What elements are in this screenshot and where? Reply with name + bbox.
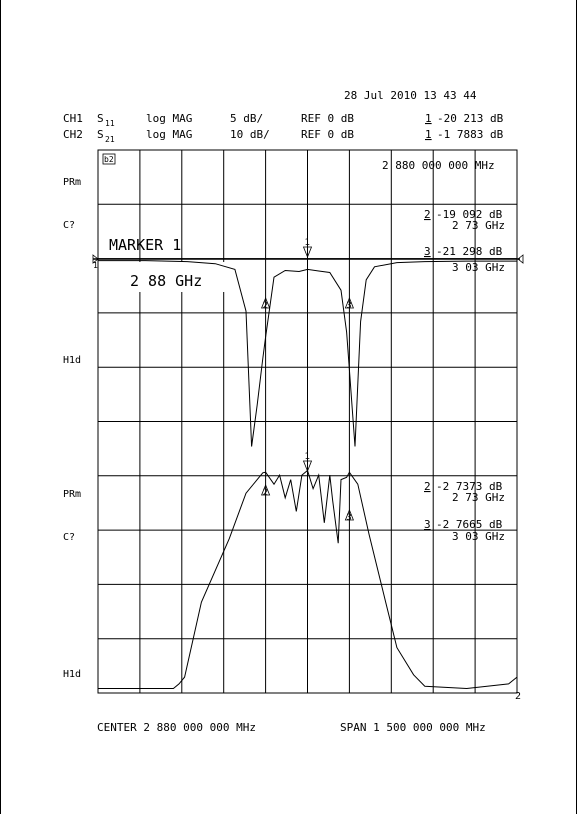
ch1-marker2-num: 2 bbox=[424, 208, 431, 221]
marker-triangle-icon bbox=[302, 246, 313, 259]
ref-arrow-right-icon bbox=[517, 254, 524, 264]
marker-number: 3 bbox=[346, 513, 351, 523]
center-frequency: CENTER 2 880 000 000 MHz bbox=[97, 721, 256, 734]
ch2-marker3-freq: 3 03 GHz bbox=[452, 530, 505, 543]
side-label-c-1: C? bbox=[63, 220, 75, 231]
ch1-marker-value: -20 213 dB bbox=[437, 112, 504, 125]
span-frequency: SPAN 1 500 000 000 MHz bbox=[340, 721, 486, 734]
ref-indicator-right: 2 bbox=[515, 691, 521, 702]
ch2-ref: REF 0 dB bbox=[301, 128, 354, 141]
ch1-marker2-freq: 2 73 GHz bbox=[452, 219, 505, 232]
timestamp: 28 Jul 2010 13 43 44 bbox=[344, 89, 477, 102]
ch2-marker3-num: 3 bbox=[424, 518, 431, 531]
marker-big-title: MARKER 1 bbox=[109, 236, 181, 254]
marker-triangle-icon bbox=[261, 483, 271, 496]
marker-number: 1 bbox=[305, 238, 310, 248]
annotation-box-text: b2 bbox=[104, 155, 114, 164]
marker-big-value: 2 88 GHz bbox=[130, 272, 202, 290]
side-label-hld-1: H1d bbox=[63, 355, 81, 366]
grid-horizontal-lines bbox=[98, 203, 517, 640]
ch2-marker3-value: -2 7665 dB bbox=[436, 518, 503, 531]
marker-triangle-icon bbox=[261, 296, 271, 309]
side-label-c-2: C? bbox=[63, 532, 75, 543]
ch2-param: S bbox=[97, 128, 104, 141]
plot-grid bbox=[97, 149, 518, 694]
side-label-prm-2: PRm bbox=[63, 489, 81, 500]
ch1-scale: 5 dB/ bbox=[230, 112, 263, 125]
ch1-marker-num: 1 bbox=[425, 112, 432, 125]
ch2-marker2-freq: 2 73 GHz bbox=[452, 491, 505, 504]
ch1-marker3-num: 3 bbox=[424, 245, 431, 258]
ref-arrow-left-icon bbox=[92, 254, 99, 264]
ch2-param-sub: 21 bbox=[105, 135, 115, 144]
ref-indicator-left: 1 bbox=[93, 261, 98, 270]
side-label-hld-2: H1d bbox=[63, 669, 81, 680]
marker-triangle-icon bbox=[344, 508, 354, 521]
ch1-ref: REF 0 dB bbox=[301, 112, 354, 125]
ch1-param-sub: 11 bbox=[105, 119, 115, 128]
ch1-param: S bbox=[97, 112, 104, 125]
ch1-label: CH1 bbox=[63, 112, 83, 125]
ch2-marker2-num: 2 bbox=[424, 480, 431, 493]
marker-number: 2 bbox=[263, 301, 268, 311]
marker-triangle-icon bbox=[302, 460, 313, 473]
marker-number: 1 bbox=[305, 452, 310, 462]
ch2-marker-value: -1 7883 dB bbox=[437, 128, 504, 141]
marker-annotation-bg bbox=[101, 262, 226, 292]
marker-number: 2 bbox=[263, 488, 268, 498]
side-label-prm-1: PRm bbox=[63, 177, 81, 188]
ch1-marker3-freq: 3 03 GHz bbox=[452, 261, 505, 274]
ch1-format: log MAG bbox=[146, 112, 192, 125]
annotation-box bbox=[102, 153, 116, 165]
ch1-marker2-value: -19 092 dB bbox=[436, 208, 503, 221]
marker1-frequency: 2 880 000 000 MHz bbox=[382, 159, 495, 172]
ch2-marker-num: 1 bbox=[425, 128, 432, 141]
marker-glyphs: 1 2 3 1 2 3 bbox=[261, 238, 354, 523]
ch2-label: CH2 bbox=[63, 128, 83, 141]
marker-triangle-icon bbox=[344, 296, 354, 309]
s21-trace bbox=[98, 469, 518, 690]
marker-number: 3 bbox=[346, 301, 351, 311]
ch2-format: log MAG bbox=[146, 128, 192, 141]
ch1-marker3-value: -21 298 dB bbox=[436, 245, 503, 258]
ch2-scale: 10 dB/ bbox=[230, 128, 270, 141]
s11-trace bbox=[98, 260, 517, 447]
ch2-marker2-value: -2 7373 dB bbox=[436, 480, 503, 493]
